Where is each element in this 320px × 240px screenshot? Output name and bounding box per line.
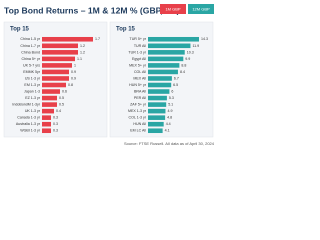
bar (42, 69, 69, 75)
bar (148, 102, 167, 107)
panel-title: Top 15 (10, 27, 30, 33)
value-label: 11.9 (192, 44, 199, 48)
category-label: China 1-5 yr (20, 37, 40, 41)
category-label: HUN All (133, 122, 146, 126)
value-label: 4.9 (167, 109, 172, 113)
value-label: 0.8 (68, 83, 73, 87)
category-label: EMMK 5yr (23, 70, 41, 74)
category-label: Egypt All (132, 57, 146, 61)
value-label: 6 (171, 89, 173, 93)
category-label: BRA All (134, 89, 146, 93)
bar (42, 89, 60, 94)
source-note: Source: FTSE Russell. All data as of Apr… (124, 141, 215, 146)
category-label: MEX 1-3 yr (128, 109, 147, 113)
bar (148, 69, 178, 75)
legend-swatch (188, 4, 214, 14)
bar (42, 50, 78, 55)
bar (148, 76, 172, 81)
value-label: 0.5 (59, 96, 64, 100)
category-label: COL All (134, 70, 146, 74)
category-label: IndoBondM 1-3yr (12, 103, 40, 107)
bar (42, 76, 69, 81)
chart-title: Top Bond Returns – 1M & 12M % (GBP, TR) (4, 5, 180, 15)
value-label: 0.6 (62, 89, 67, 93)
bar (42, 102, 57, 107)
bar (42, 121, 51, 127)
panel-title: Top 15 (116, 27, 136, 33)
category-label: TUR 5+ yr (130, 37, 147, 41)
value-label: 8.8 (181, 63, 186, 67)
value-label: 1.2 (80, 44, 85, 48)
value-label: 4.1 (165, 129, 170, 133)
bar (148, 82, 172, 88)
value-label: 0.9 (71, 70, 76, 74)
legend-swatch (160, 4, 186, 14)
value-label: 8.4 (180, 70, 185, 74)
category-label: UK 1-3 yr (25, 109, 41, 113)
bar (42, 56, 75, 62)
category-label: Japan 1-3 (24, 89, 40, 93)
value-label: 6.7 (174, 76, 179, 80)
value-label: 1.1 (77, 57, 82, 61)
value-label: 1 (74, 63, 76, 67)
value-label: 1.7 (95, 37, 100, 41)
category-label: EM LC All (130, 129, 146, 133)
bar (148, 128, 163, 134)
value-label: 0.9 (71, 76, 76, 80)
category-label: HUN 5+ yr (129, 83, 147, 87)
category-label: TUR 1-3 yr (128, 50, 146, 54)
legend-label: 12M GBP (192, 7, 210, 12)
category-label: China 5+ yr (22, 57, 41, 61)
bar (148, 115, 166, 120)
chart: Top Bond Returns – 1M & 12M % (GBP, TR) … (3, 4, 215, 146)
value-label: 14.3 (201, 37, 208, 41)
category-label: COL 1-3 yr (129, 116, 147, 120)
bar (148, 50, 185, 55)
bar (42, 43, 78, 49)
category-label: Australia 1-3 yr (16, 122, 41, 126)
value-label: 4.4 (166, 122, 171, 126)
category-label: ZAF 5+ yr (130, 103, 147, 107)
bar (148, 43, 191, 49)
category-label: EM 1-3 yr (24, 83, 40, 87)
value-label: 4.8 (167, 116, 172, 120)
category-label: US 1-3 yr (25, 76, 41, 80)
category-label: TUR All (134, 44, 146, 48)
bar (148, 108, 166, 114)
value-label: 1.2 (80, 50, 85, 54)
value-label: 0.3 (53, 129, 58, 133)
bar (42, 82, 66, 88)
bar (42, 115, 51, 120)
value-label: 5.3 (169, 96, 174, 100)
category-label: MEX 5+ yr (129, 63, 147, 67)
bar (42, 63, 72, 68)
category-label: WGBI 1-3 yr (20, 129, 41, 133)
value-label: 0.3 (53, 116, 58, 120)
bar (148, 36, 199, 42)
value-label: 6.5 (173, 83, 178, 87)
bar (148, 89, 170, 94)
bar (42, 95, 57, 101)
category-label: EZ 1-3 yr (25, 96, 41, 100)
value-label: 0.4 (56, 109, 61, 113)
bar (42, 108, 54, 114)
bar (148, 95, 167, 101)
value-label: 10.3 (187, 50, 194, 54)
legend-label: 1M GBP (165, 7, 180, 12)
bar (148, 121, 164, 127)
bar (42, 36, 93, 42)
category-label: UK 5-7 yrs (23, 63, 40, 67)
category-label: China Bond (21, 50, 40, 54)
bar (148, 56, 184, 62)
category-label: Canada 1-3 yr (17, 116, 41, 120)
category-label: PER All (134, 96, 146, 100)
bar (148, 63, 180, 68)
category-label: China 1-7 yr (20, 44, 40, 48)
value-label: 0.5 (59, 103, 64, 107)
value-label: 9.9 (185, 57, 190, 61)
value-label: 5.1 (168, 103, 173, 107)
bar (42, 128, 51, 134)
category-label: MEX All (133, 76, 146, 80)
value-label: 0.3 (53, 122, 58, 126)
